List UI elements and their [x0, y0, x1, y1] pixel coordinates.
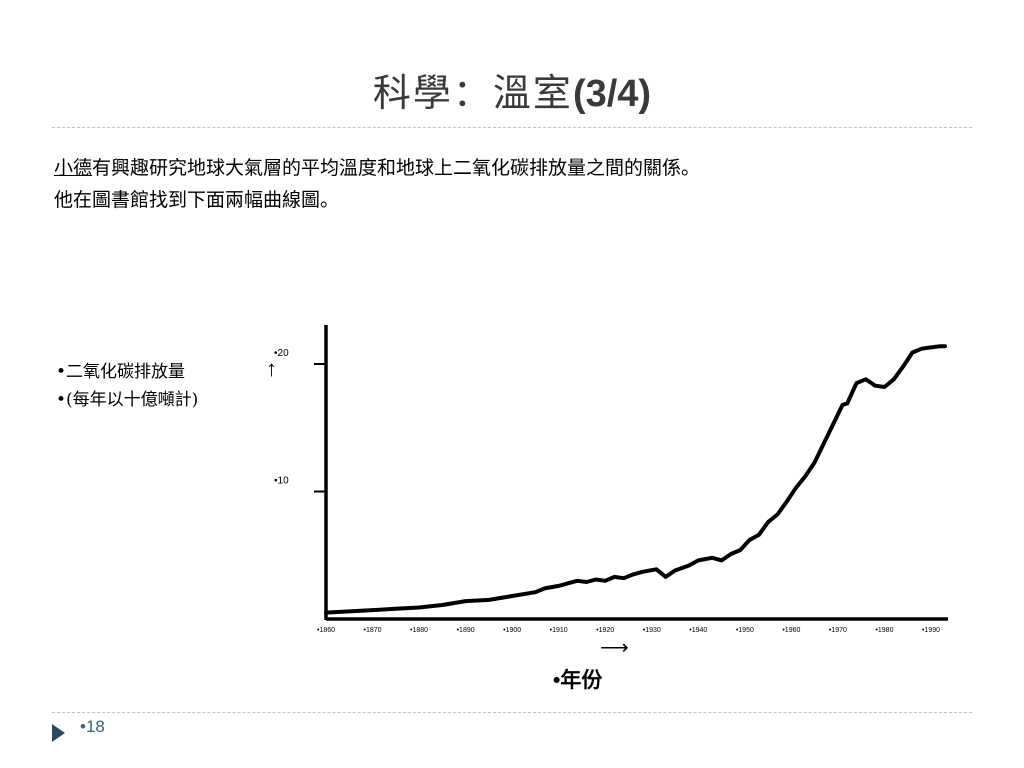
intro-name: 小德: [54, 157, 93, 179]
x-ticks: •1860 •1870 •1880 •1890 •1900 •1910 •1920 •1930…: [317, 627, 940, 634]
slide-title: 科學：溫室(3/4): [0, 62, 1024, 117]
y-label-line-2: •(每年以十億噸計): [56, 390, 199, 410]
title-text: 科學：溫室: [372, 71, 573, 115]
bottom-divider: [52, 712, 972, 713]
bullet-triangle-icon: [52, 724, 65, 742]
chart-axes: [324, 325, 948, 621]
x-tick-label: •1910: [550, 627, 568, 634]
x-tick-label: •1930: [643, 627, 661, 634]
intro-line-2: 他在圖書館找到下面兩幅曲線圖。: [54, 189, 340, 211]
x-tick-label: •1880: [410, 627, 428, 634]
x-tick-label: •1950: [736, 627, 754, 634]
x-tick-label: •1870: [364, 627, 382, 634]
y-label-line-1: •二氧化碳排放量: [56, 362, 186, 382]
x-tick-label: •1860: [317, 627, 335, 634]
x-axis-arrow: ⟶: [600, 637, 629, 659]
y-ticks: •10 •20: [274, 348, 326, 493]
x-axis-label: •年份: [553, 668, 603, 692]
title-number: (3/4): [572, 73, 652, 115]
x-tick-label: •1940: [689, 627, 707, 634]
x-tick-label: •1960: [782, 627, 800, 634]
intro-text: 小德有興趣研究地球大氣層的平均溫度和地球上二氧化碳排放量之間的關係。 他在圖書館…: [54, 152, 984, 216]
x-tick-label: •1990: [922, 627, 940, 634]
x-tick-label: •1900: [503, 627, 521, 634]
x-tick-label: •1980: [875, 627, 893, 634]
x-tick-label: •1970: [829, 627, 847, 634]
y-axis-label: •二氧化碳排放量 •(每年以十億噸計): [56, 358, 198, 414]
co2-series-line: [324, 344, 947, 615]
y-tick-label: •10: [274, 476, 289, 487]
x-tick-label: •1890: [457, 627, 475, 634]
y-tick-label: •20: [274, 348, 289, 359]
y-axis-arrow: ↑: [266, 356, 277, 381]
top-divider: [52, 127, 972, 128]
x-tick-label: •1920: [596, 627, 614, 634]
intro-line-1: 小德有興趣研究地球大氣層的平均溫度和地球上二氧化碳排放量之間的關係。: [54, 152, 984, 184]
page-number: •18: [80, 717, 105, 736]
intro-line-1-rest: 有興趣研究地球大氣層的平均溫度和地球上二氧化碳排放量之間的關係。: [92, 157, 701, 179]
